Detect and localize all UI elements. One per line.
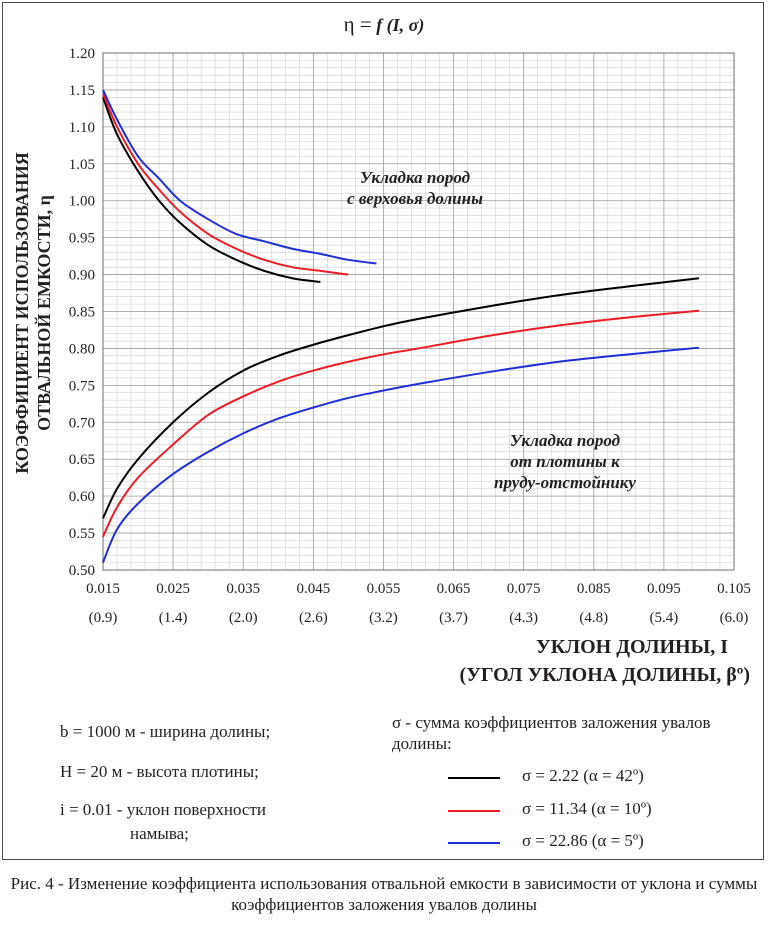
chart-title: η = f (I, σ) — [343, 12, 425, 36]
x-tick-label: 0.065 — [437, 581, 471, 597]
y-tick-label: 1.20 — [69, 46, 95, 62]
legend-label-black: σ = 2.22 (α = 42º) — [522, 766, 644, 785]
legend-line-black — [448, 777, 500, 779]
x-tick-label-angle: (0.9) — [89, 610, 118, 626]
x-tick-label-angle: (6.0) — [720, 610, 749, 626]
y-tick-label: 0.50 — [69, 563, 95, 579]
x-axis-label: УКЛОН ДОЛИНЫ, I — [536, 636, 728, 658]
chart-curves — [102, 89, 700, 564]
annotation-downstream: Укладка пород от плотины к пруду-отстойн… — [450, 430, 680, 493]
y-tick-label: 0.85 — [69, 305, 95, 321]
series-1-downstream-line — [102, 309, 700, 538]
y-axis-label: КОЭФФИЦИЕНТ ИСПОЛЬЗОВАНИЯ ОТВАЛЬНОЙ ЕМКО… — [8, 128, 56, 498]
y-tick-label: 1.10 — [69, 120, 95, 136]
param-width: b = 1000 м - ширина долины; — [60, 722, 271, 741]
annotation-upstream: Укладка пород с верховья долины — [300, 167, 530, 209]
x-tick-label-angle: (2.0) — [229, 610, 258, 626]
y-tick-label: 0.90 — [69, 268, 95, 284]
series-2-upstream-line — [102, 89, 377, 265]
y-axis-label-line1: КОЭФФИЦИЕНТ ИСПОЛЬЗОВАНИЯ — [12, 152, 32, 473]
y-tick-label: 1.05 — [69, 157, 95, 173]
series-1-upstream-line — [102, 93, 349, 276]
y-tick-label: 1.15 — [69, 83, 95, 99]
y-tick-label: 1.00 — [69, 194, 95, 210]
legend-label-red: σ = 11.34 (α = 10º) — [522, 799, 652, 818]
x-tick-label-angle: (4.3) — [509, 610, 538, 626]
x-tick-label-angle: (1.4) — [159, 610, 188, 626]
chart-axes — [102, 52, 735, 571]
param-dam-height: H = 20 м - высота плотины; — [60, 762, 259, 781]
chart: 0.50 0.55 0.60 0.65 0.70 0.75 0.80 0.85 0.90 0.95… — [69, 46, 751, 626]
annotation-downstream-line2: от плотины к — [510, 452, 620, 471]
legend-label-blue: σ = 22.86 (α = 5º) — [522, 831, 644, 850]
x-axis-label-secondary: (УГОЛ УКЛОНА ДОЛИНЫ, βº) — [459, 664, 750, 686]
annotation-upstream-line2: с верховья долины — [347, 189, 483, 208]
legend-line-red — [448, 810, 500, 812]
figure-frame — [2, 2, 764, 860]
y-tick-label: 0.65 — [69, 452, 95, 468]
x-tick-label-angle: (3.7) — [439, 610, 468, 626]
y-tick-label: 0.80 — [69, 341, 95, 357]
x-tick-label: 0.055 — [367, 581, 401, 597]
x-tick-label: 0.045 — [296, 581, 330, 597]
annotation-downstream-line3: пруду-отстойнику — [494, 473, 636, 492]
y-tick-label: 0.70 — [69, 415, 95, 431]
param-slope-cont: намыва; — [130, 824, 189, 843]
plot-border — [102, 52, 735, 571]
series-0-upstream-line — [102, 96, 321, 283]
x-tick-label: 0.105 — [717, 581, 751, 597]
x-tick-label-angle: (2.6) — [299, 610, 328, 626]
sigma-caption: σ - сумма коэффициентов заложения увалов… — [392, 713, 711, 753]
annotation-upstream-line1: Укладка пород — [359, 168, 471, 187]
x-tick-label: 0.035 — [226, 581, 260, 597]
chart-ticks: 0.50 0.55 0.60 0.65 0.70 0.75 0.80 0.85 0.90 0.95… — [69, 46, 751, 626]
series-0-downstream-line — [102, 277, 700, 519]
y-axis-label-line2: ОТВАЛЬНОЙ ЕМКОСТИ, η — [33, 195, 54, 431]
x-tick-label: 0.095 — [647, 581, 681, 597]
x-tick-label-angle: (3.2) — [369, 610, 398, 626]
x-tick-label: 0.025 — [156, 581, 190, 597]
figure-caption: Рис. 4 - Изменение коэффициента использо… — [10, 874, 758, 914]
y-tick-label: 0.60 — [69, 489, 95, 505]
x-tick-label-angle: (4.8) — [579, 610, 608, 626]
legend-line-blue — [448, 842, 500, 844]
y-tick-label: 0.55 — [69, 526, 95, 542]
series-2-downstream-line — [102, 346, 700, 564]
x-tick-label-angle: (5.4) — [650, 610, 679, 626]
y-tick-label: 0.95 — [69, 231, 95, 247]
y-tick-label: 0.75 — [69, 378, 95, 394]
x-tick-label: 0.085 — [577, 581, 611, 597]
x-tick-label: 0.015 — [86, 581, 120, 597]
param-slope: i = 0.01 - уклон поверхности — [60, 800, 266, 819]
x-tick-label: 0.075 — [507, 581, 541, 597]
annotation-downstream-line1: Укладка пород — [509, 431, 621, 450]
